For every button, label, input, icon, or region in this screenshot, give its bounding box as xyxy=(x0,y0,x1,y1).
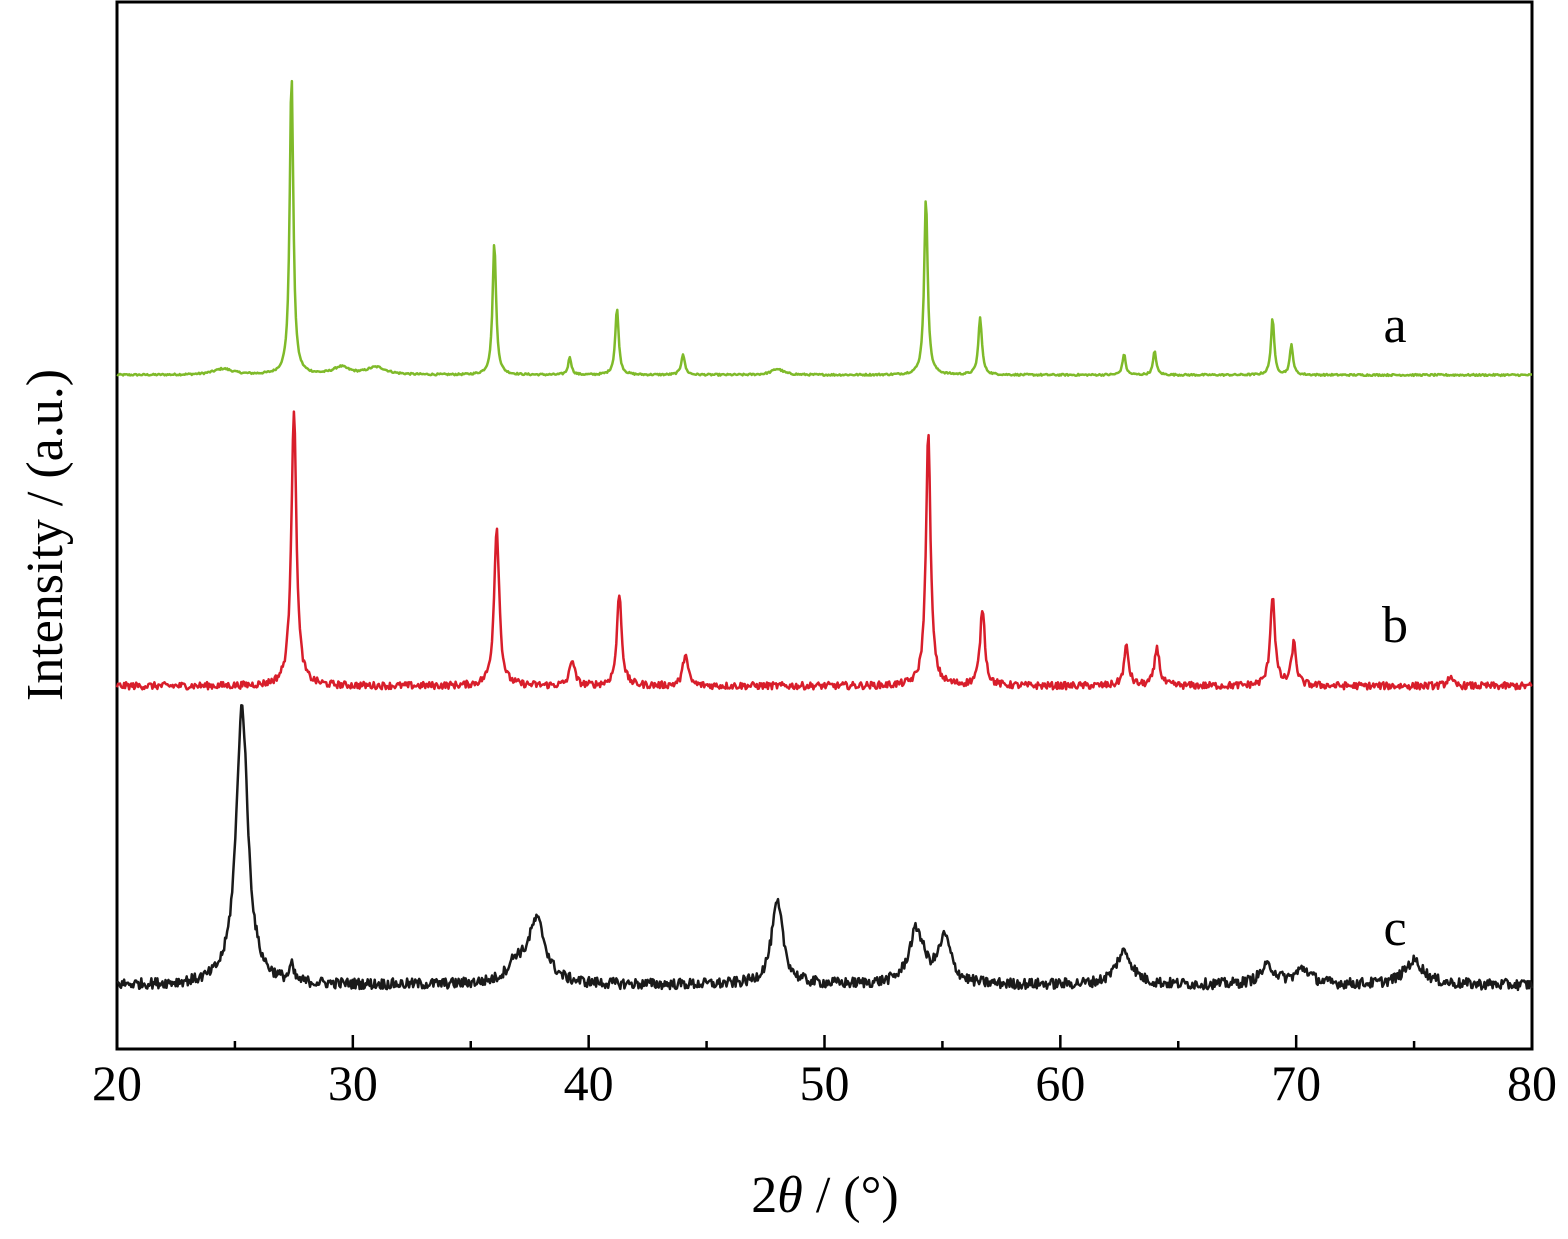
series-labels: a b c xyxy=(1382,297,1408,957)
x-axis-title: 2θ / (°) xyxy=(751,1167,898,1224)
series-label-a: a xyxy=(1383,297,1406,354)
x-tick-label: 50 xyxy=(800,1055,850,1111)
y-axis-title: Intensity / (a.u.) xyxy=(17,369,74,701)
series-label-b: b xyxy=(1382,597,1408,654)
x-tick-label: 70 xyxy=(1271,1055,1321,1111)
x-tick-label: 20 xyxy=(92,1055,142,1111)
series-c-line xyxy=(116,704,1534,992)
plot-frame xyxy=(115,0,1534,1051)
series-a-line xyxy=(116,79,1533,378)
series-b-line xyxy=(115,410,1533,691)
x-axis-ticks: 20 30 40 50 60 70 80 xyxy=(92,1035,1557,1111)
series-layer xyxy=(115,79,1534,992)
x-axis-title-symbol: θ xyxy=(777,1167,803,1224)
series-label-c: c xyxy=(1383,900,1406,957)
x-axis-title-prefix: 2 xyxy=(751,1167,777,1224)
x-tick-label: 80 xyxy=(1507,1055,1557,1111)
x-tick-label: 30 xyxy=(328,1055,378,1111)
x-tick-label: 40 xyxy=(564,1055,614,1111)
x-axis-title-suffix: / (°) xyxy=(803,1167,899,1224)
x-tick-label: 60 xyxy=(1035,1055,1085,1111)
